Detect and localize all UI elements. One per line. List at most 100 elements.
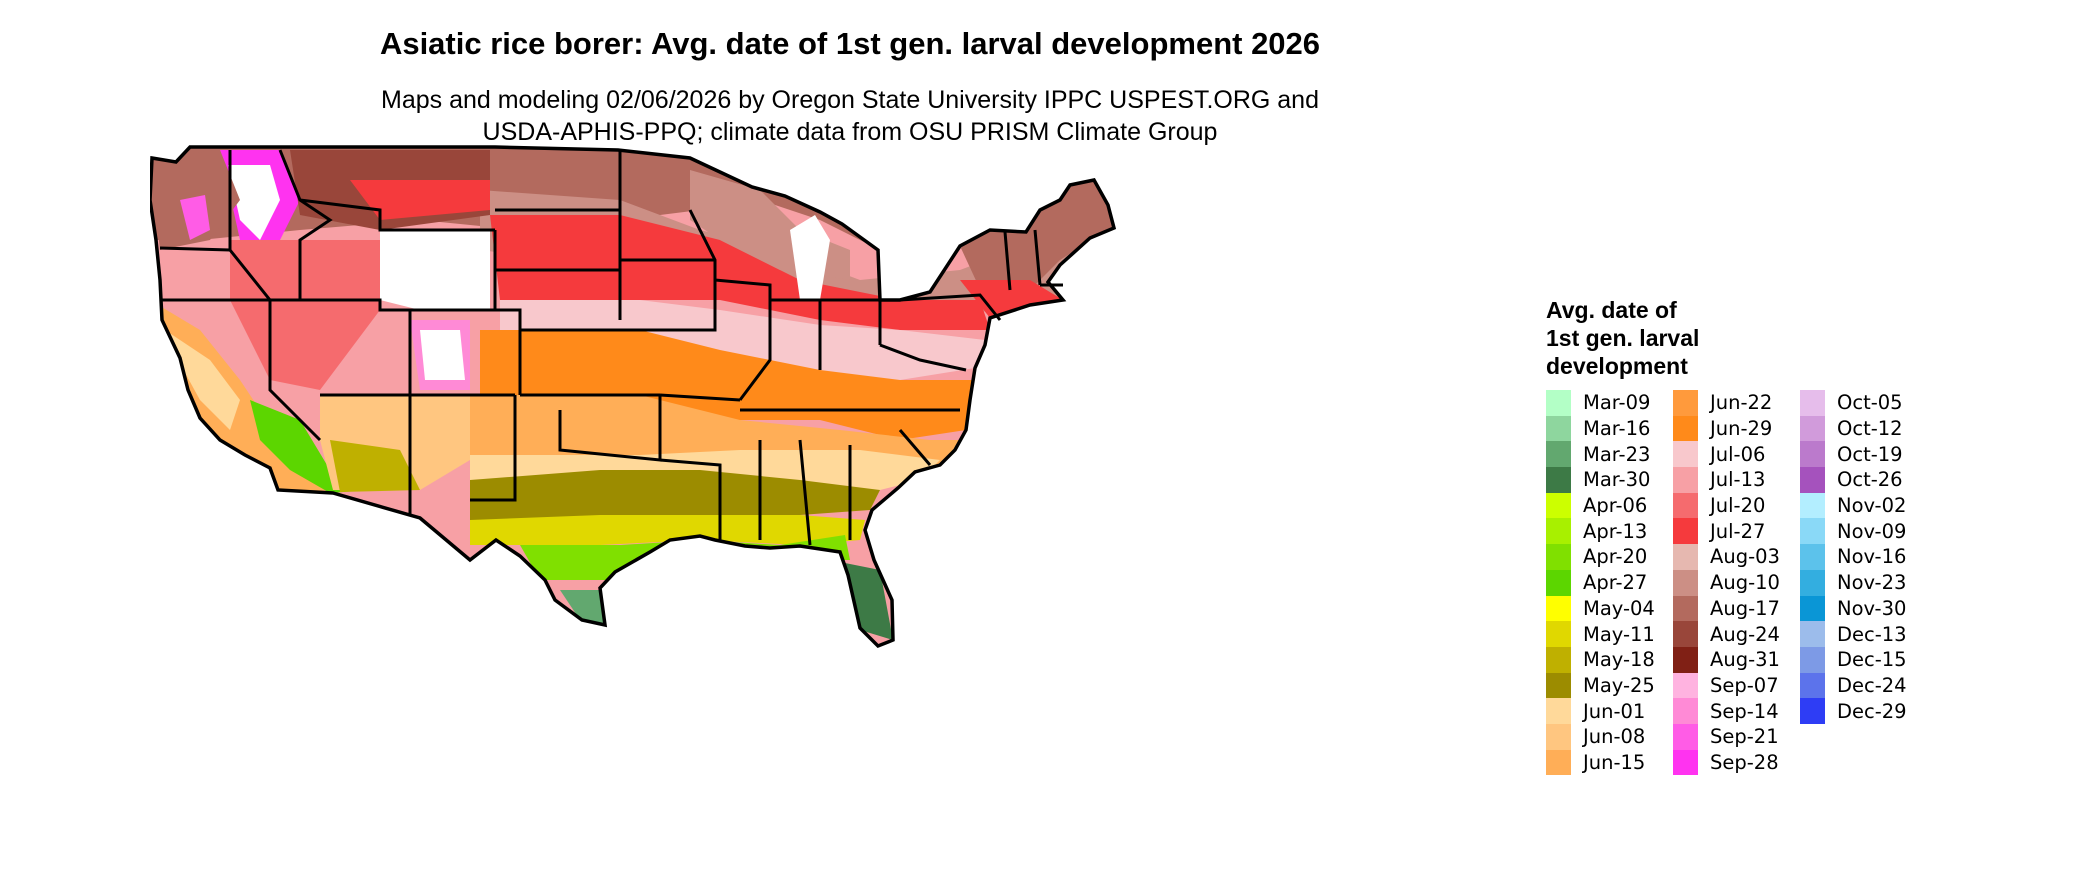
legend-swatch <box>1673 544 1698 570</box>
legend-label: Jul-27 <box>1710 519 1766 543</box>
legend-item: Aug-10 <box>1673 569 1800 596</box>
zone-may-yellow <box>470 515 865 545</box>
legend-item: Apr-13 <box>1546 518 1673 545</box>
legend-label: Nov-09 <box>1837 519 1907 543</box>
legend-title-line-2: 1st gen. larval <box>1546 325 1700 351</box>
legend-item: Nov-23 <box>1800 569 1927 596</box>
legend-item: Jul-20 <box>1673 492 1800 519</box>
conus-map <box>150 145 1116 648</box>
zone-may-olive <box>470 470 880 520</box>
legend-swatch <box>1673 646 1698 673</box>
legend-item: Dec-24 <box>1800 672 1927 699</box>
state-border-nm-tx <box>470 395 517 502</box>
legend-label: Mar-23 <box>1583 442 1651 466</box>
legend-item: Oct-05 <box>1800 390 1927 416</box>
zone-west-coast-light <box>165 330 240 430</box>
legend-label: Sep-07 <box>1710 673 1779 697</box>
legend-item: Dec-13 <box>1800 621 1927 647</box>
legend-label: May-18 <box>1583 648 1655 672</box>
state-border-id <box>228 149 333 302</box>
legend-item: Jun-01 <box>1546 698 1673 724</box>
legend-label: Jul-20 <box>1710 494 1766 518</box>
state-border-co-ks <box>495 308 522 395</box>
legend-item: Mar-16 <box>1546 415 1673 442</box>
legend-swatch <box>1800 415 1825 442</box>
legend-label: Jun-08 <box>1583 725 1646 749</box>
legend-item: Jun-15 <box>1546 749 1673 776</box>
legend-swatch <box>1800 646 1825 673</box>
legend-swatch <box>1546 749 1571 776</box>
legend-item: Apr-20 <box>1546 544 1673 570</box>
legend-label: Apr-20 <box>1583 545 1648 569</box>
legend-label: May-25 <box>1583 673 1655 697</box>
legend-label: Aug-24 <box>1710 622 1780 646</box>
legend-swatch <box>1800 518 1825 545</box>
legend-swatch <box>1800 390 1825 416</box>
legend-swatch <box>1546 698 1571 724</box>
legend-swatch <box>1546 544 1571 570</box>
legend-swatch <box>1546 467 1571 493</box>
legend-label: Aug-10 <box>1710 571 1780 595</box>
zone-jun-orange <box>480 330 975 440</box>
state-border-pa-ny <box>899 293 1002 321</box>
legend-label: Aug-17 <box>1710 596 1780 620</box>
legend-swatch <box>1546 672 1571 699</box>
legend-label: Jun-22 <box>1710 391 1773 415</box>
legend-label: Nov-30 <box>1837 596 1907 620</box>
state-border-mn-ia <box>620 209 717 332</box>
legend-swatch <box>1673 723 1698 750</box>
legend-label: Nov-02 <box>1837 494 1907 518</box>
state-borders <box>159 149 1063 546</box>
legend: Avg. date of 1st gen. larval development… <box>1546 296 1907 776</box>
legend-label: Sep-14 <box>1710 699 1779 723</box>
legend-item: Aug-31 <box>1673 646 1800 673</box>
legend-item: Sep-07 <box>1673 672 1800 699</box>
legend-item: Oct-26 <box>1800 467 1927 493</box>
zone-az-olive <box>330 440 420 492</box>
legend-column: Oct-05 Oct-12 Oct-19 Oct-26 Nov-02 Nov-09 Nov-… <box>1800 390 1927 775</box>
legend-swatch <box>1546 646 1571 673</box>
legend-swatch <box>1546 621 1571 647</box>
legend-label: Jun-29 <box>1710 417 1773 441</box>
legend-item: Dec-29 <box>1800 698 1927 724</box>
legend-item: Jun-08 <box>1546 723 1673 750</box>
legend-swatch <box>1546 492 1571 519</box>
zone-lake-michigan <box>790 215 830 300</box>
legend-label: Aug-31 <box>1710 648 1780 672</box>
zone-cascade-nodev <box>180 195 210 240</box>
state-border-mt-wy <box>299 198 495 232</box>
legend-column: Jun-22 Jun-29 Jul-06 Jul-13 Jul-20 Jul-27 Aug-… <box>1673 390 1800 776</box>
legend-item: Oct-19 <box>1800 441 1927 468</box>
legend-item: Jul-06 <box>1673 441 1800 468</box>
legend-swatch <box>1546 441 1571 468</box>
state-border-nv <box>268 300 322 442</box>
subtitle-line-1: Maps and modeling 02/06/2026 by Oregon S… <box>381 86 1319 114</box>
legend-swatch <box>1673 492 1698 519</box>
legend-item: Sep-14 <box>1673 698 1800 724</box>
legend-item: Jul-13 <box>1673 467 1800 493</box>
legend-item: Sep-21 <box>1673 723 1800 750</box>
legend-item: Oct-12 <box>1800 415 1927 442</box>
state-border-south <box>758 429 932 546</box>
legend-label: Oct-05 <box>1837 391 1903 415</box>
zone-rockies-nodev <box>380 230 490 310</box>
legend-swatch <box>1673 569 1698 596</box>
state-border-new-england <box>1003 229 1063 291</box>
legend-label: Oct-19 <box>1837 442 1903 466</box>
legend-swatch <box>1673 672 1698 699</box>
legend-item: Nov-30 <box>1800 595 1927 622</box>
state-border-wa-or <box>159 246 231 252</box>
zone-montana-red <box>350 180 490 220</box>
zone-rockies-nodev-2 <box>420 330 465 380</box>
legend-title-line-3: development <box>1546 353 1688 379</box>
legend-label: Sep-28 <box>1710 750 1779 774</box>
legend-swatch <box>1546 569 1571 596</box>
legend-swatch <box>1546 415 1571 442</box>
legend-item: Aug-03 <box>1673 544 1800 570</box>
map-subtitle: Maps and modeling 02/06/2026 by Oregon S… <box>0 84 1700 148</box>
legend-label: Oct-12 <box>1837 417 1903 441</box>
legend-swatch <box>1546 518 1571 545</box>
legend-item: Jun-29 <box>1673 415 1800 442</box>
legend-item: May-11 <box>1546 621 1673 647</box>
legend-item: May-25 <box>1546 672 1673 699</box>
